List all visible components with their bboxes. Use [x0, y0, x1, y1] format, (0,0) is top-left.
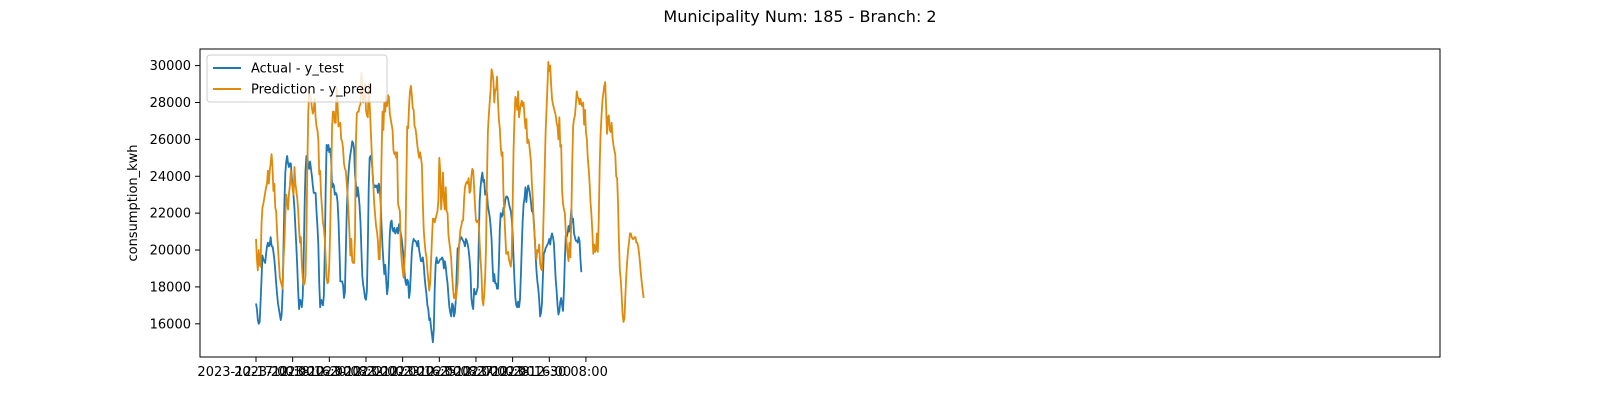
x-tick-label: 2023-12-17 00:00 — [197, 365, 314, 380]
y-axis-title: consumption_kwh — [126, 144, 141, 261]
x-tick-label: 2023-12-27 00:00 — [417, 365, 534, 380]
legend: Actual - y_test Prediction - y_pred — [206, 54, 388, 103]
series-line-1 — [255, 61, 645, 323]
y-tick-label: 18000 — [150, 280, 191, 295]
y-tick-label: 24000 — [150, 170, 191, 185]
series-layer — [255, 61, 645, 344]
legend-label-prediction: Prediction - y_pred — [251, 83, 372, 98]
y-tick-label: 28000 — [150, 96, 191, 111]
x-tick-label: 2023-12-23 16:00 — [344, 365, 461, 380]
y-tick-label: 26000 — [150, 133, 191, 148]
x-tick-label: 2023-12-28 16:00 — [454, 365, 571, 380]
x-tick-label: 2023-12-22 00:00 — [307, 365, 424, 380]
y-tick-label: 30000 — [150, 59, 191, 74]
legend-frame — [206, 54, 388, 103]
legend-label-actual: Actual - y_test — [251, 62, 344, 77]
x-tick-label: 2023-12-18 16:00 — [234, 365, 351, 380]
y-tick-label: 16000 — [150, 317, 191, 332]
x-tick-label: 2023-12-30 08:00 — [491, 365, 608, 380]
x-tick-label: 2023-12-25 08:00 — [381, 365, 498, 380]
chart-title: Municipality Num: 185 - Branch: 2 — [663, 7, 936, 26]
y-axis: 16000 18000 20000 22000 24000 26000 28000 30000 — [150, 59, 200, 332]
y-tick-label: 20000 — [150, 244, 191, 259]
y-tick-label: 22000 — [150, 207, 191, 222]
x-tick-label: 2023-12-20 08:00 — [271, 365, 388, 380]
plot-area — [199, 48, 1441, 358]
series-line-0 — [255, 140, 583, 344]
